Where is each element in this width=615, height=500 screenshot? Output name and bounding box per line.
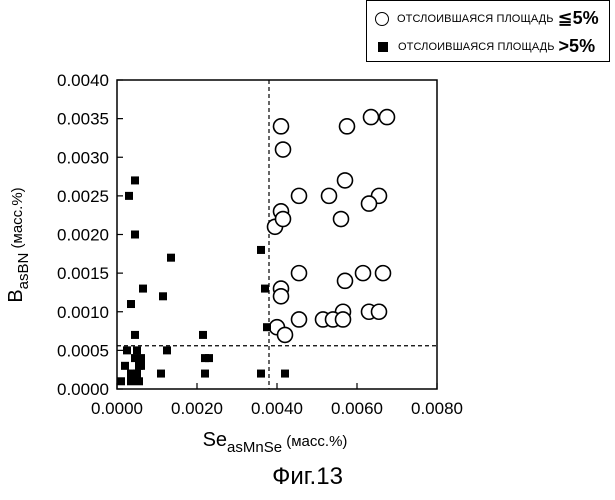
data-point-filled-square [131, 231, 139, 239]
data-point-open-circle [276, 212, 291, 227]
data-point-filled-square [205, 354, 213, 362]
y-axis-title-main: B [5, 289, 27, 302]
scatter-figure: 0.0000 0.0005 0.0010 0.0015 0.0020 0.0025 0.00… [0, 0, 615, 500]
data-point-open-circle [372, 304, 387, 319]
data-point-filled-square [123, 346, 131, 354]
y-tick-label: 0.0030 [57, 148, 109, 167]
data-point-open-circle [364, 110, 379, 125]
y-tick-label: 0.0000 [57, 380, 109, 399]
data-point-open-circle [322, 188, 337, 203]
data-point-open-circle [292, 312, 307, 327]
data-point-open-circle [278, 327, 293, 342]
data-point-open-circle [362, 196, 377, 211]
data-point-filled-square [121, 362, 129, 370]
data-point-filled-square [281, 370, 289, 378]
x-axis-title-sub: asMnSe [227, 439, 282, 456]
data-point-open-circle [274, 289, 289, 304]
data-point-filled-square [139, 285, 147, 293]
y-tick-label: 0.0005 [57, 341, 109, 360]
data-point-open-circle [336, 312, 351, 327]
data-point-open-circle [380, 110, 395, 125]
x-axis-title: SeasMnSe (масс.%) [203, 429, 348, 456]
data-point-open-circle [338, 173, 353, 188]
data-point-filled-square [263, 323, 271, 331]
data-point-filled-square [257, 246, 265, 254]
y-axis-title: BasBN (масс.%) [5, 187, 32, 302]
data-point-open-circle [292, 188, 307, 203]
data-point-open-circle [292, 266, 307, 281]
legend-item-label: ОТСЛОИВШАЯСЯ ПЛОЩАДЬ [398, 41, 555, 53]
data-point-filled-square [133, 370, 141, 378]
data-point-open-circle [274, 119, 289, 134]
data-point-filled-square [199, 331, 207, 339]
x-tick-label: 0.0060 [331, 399, 383, 418]
data-point-open-circle [338, 273, 353, 288]
data-point-filled-square [131, 331, 139, 339]
data-point-filled-square [127, 300, 135, 308]
data-point-filled-square [257, 370, 265, 378]
data-point-filled-square [261, 285, 269, 293]
data-point-filled-square [201, 370, 209, 378]
y-tick-label: 0.0020 [57, 226, 109, 245]
open-circle-icon [375, 12, 389, 26]
legend-item-label: ОТСЛОИВШАЯСЯ ПЛОЩАДЬ [397, 13, 554, 25]
x-axis-title-main: Se [203, 429, 227, 451]
data-point-filled-square [133, 346, 141, 354]
data-points [117, 110, 395, 386]
y-tick-label: 0.0040 [57, 71, 109, 90]
filled-square-icon [378, 42, 388, 52]
x-tick-label: 0.0000 [91, 399, 143, 418]
data-point-filled-square [167, 254, 175, 262]
legend: ОТСЛОИВШАЯСЯ ПЛОЩАДЬ ≦5% ОТСЛОИВШАЯСЯ ПЛ… [366, 0, 610, 62]
data-point-filled-square [135, 377, 143, 385]
data-point-open-circle [356, 266, 371, 281]
data-point-filled-square [125, 192, 133, 200]
data-point-open-circle [276, 142, 291, 157]
y-tick-label: 0.0015 [57, 264, 109, 283]
legend-item-filled-square: ОТСЛОИВШАЯСЯ ПЛОЩАДЬ >5% [375, 36, 595, 57]
legend-item-open-circle: ОТСЛОИВШАЯСЯ ПЛОЩАДЬ ≦5% [375, 8, 599, 29]
x-tick-label: 0.0040 [251, 399, 303, 418]
data-point-open-circle [376, 266, 391, 281]
data-point-filled-square [157, 370, 165, 378]
data-point-filled-square [117, 377, 125, 385]
y-axis-title-sub: asBN [15, 253, 32, 290]
x-axis-title-unit: (масс.%) [282, 433, 347, 450]
legend-item-threshold: ≦5% [558, 8, 599, 29]
legend-item-threshold: >5% [559, 36, 596, 57]
y-tick-label: 0.0010 [57, 303, 109, 322]
data-point-filled-square [131, 176, 139, 184]
y-axis-ticks: 0.0000 0.0005 0.0010 0.0015 0.0020 0.0025 0.00… [57, 71, 123, 399]
x-tick-label: 0.0080 [411, 399, 463, 418]
figure-caption: Фиг.13 [0, 463, 615, 491]
data-point-open-circle [340, 119, 355, 134]
y-axis-title-unit: (масс.%) [9, 187, 26, 252]
y-tick-label: 0.0025 [57, 187, 109, 206]
x-tick-label: 0.0020 [171, 399, 223, 418]
data-point-filled-square [163, 346, 171, 354]
data-point-filled-square [137, 354, 145, 362]
data-point-filled-square [137, 362, 145, 370]
data-point-open-circle [334, 212, 349, 227]
data-point-filled-square [159, 292, 167, 300]
y-tick-label: 0.0035 [57, 110, 109, 129]
data-point-filled-square [127, 377, 135, 385]
